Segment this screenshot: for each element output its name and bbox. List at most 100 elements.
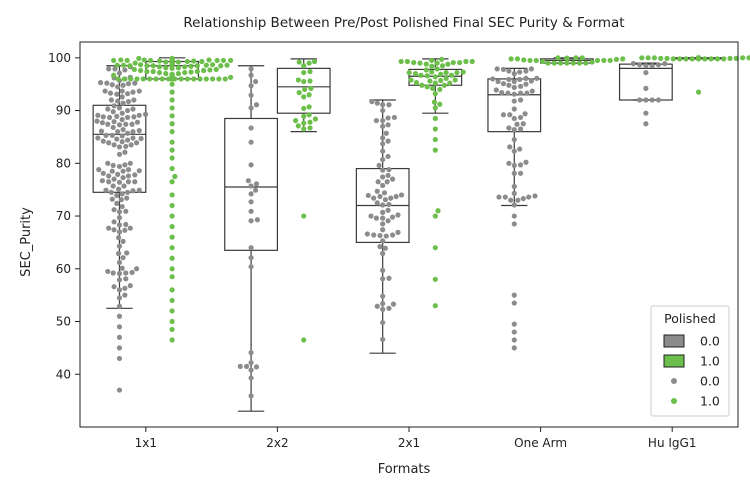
point-polished — [169, 97, 175, 103]
point-unpolished — [248, 255, 254, 261]
point-unpolished — [655, 97, 662, 103]
point-polished — [418, 72, 424, 78]
point-unpolished — [515, 197, 521, 203]
point-unpolished — [384, 179, 390, 185]
point-polished — [150, 68, 156, 75]
point-unpolished — [643, 110, 649, 116]
point-unpolished — [116, 295, 123, 301]
point-unpolished — [248, 264, 254, 270]
point-unpolished — [506, 82, 512, 88]
point-unpolished — [389, 232, 396, 238]
point-polished — [169, 81, 175, 87]
point-polished — [429, 63, 435, 69]
point-unpolished — [94, 118, 100, 124]
point-unpolished — [248, 183, 254, 189]
point-unpolished — [248, 105, 254, 111]
point-unpolished — [111, 142, 117, 148]
point-polished — [228, 57, 234, 64]
point-unpolished — [100, 170, 106, 176]
point-unpolished — [111, 284, 117, 290]
point-polished — [469, 58, 475, 65]
point-unpolished — [123, 270, 129, 276]
point-unpolished — [380, 202, 386, 208]
point-unpolished — [109, 196, 115, 202]
point-unpolished — [385, 207, 391, 213]
point-unpolished — [115, 235, 122, 241]
point-unpolished — [248, 375, 254, 381]
point-unpolished — [380, 117, 386, 124]
point-polished — [169, 308, 175, 314]
point-unpolished — [122, 67, 128, 73]
legend-entry-label: 1.0 — [700, 354, 720, 369]
point-polished — [147, 76, 153, 82]
point-polished — [206, 57, 212, 63]
point-unpolished — [662, 61, 668, 67]
point-unpolished — [108, 97, 114, 103]
point-polished — [144, 68, 150, 75]
point-unpolished — [104, 80, 110, 86]
point-unpolished — [374, 303, 380, 309]
point-polished — [438, 77, 444, 84]
point-unpolished — [105, 106, 111, 112]
point-unpolished — [383, 233, 389, 239]
point-unpolished — [106, 66, 112, 72]
point-unpolished — [106, 114, 113, 121]
point-polished — [128, 76, 134, 82]
point-unpolished — [98, 128, 105, 134]
point-polished — [131, 66, 137, 73]
point-polished — [172, 173, 178, 180]
point-polished — [136, 55, 142, 61]
point-unpolished — [390, 301, 397, 307]
point-polished — [432, 303, 438, 309]
point-polished — [175, 65, 182, 71]
point-unpolished — [373, 117, 379, 124]
point-unpolished — [248, 162, 254, 168]
point-unpolished — [655, 62, 662, 68]
point-polished — [140, 76, 146, 82]
point-unpolished — [95, 135, 101, 141]
point-unpolished — [109, 168, 115, 174]
point-unpolished — [106, 173, 112, 179]
point-unpolished — [100, 114, 106, 120]
point-unpolished — [115, 84, 121, 90]
point-polished — [306, 92, 312, 98]
point-unpolished — [125, 98, 132, 105]
point-polished — [118, 57, 124, 63]
point-polished — [213, 66, 219, 73]
point-unpolished — [119, 133, 125, 139]
point-unpolished — [119, 88, 125, 94]
point-unpolished — [517, 69, 523, 75]
point-unpolished — [133, 266, 140, 272]
point-unpolished — [517, 76, 523, 83]
point-unpolished — [500, 66, 507, 73]
point-unpolished — [395, 229, 401, 235]
x-tick-label: 1x1 — [135, 436, 157, 450]
point-polished — [613, 56, 620, 63]
point-unpolished — [132, 179, 138, 185]
point-unpolished — [129, 269, 135, 276]
point-unpolished — [380, 107, 386, 114]
point-unpolished — [253, 181, 260, 187]
point-polished — [295, 77, 301, 83]
point-unpolished — [119, 203, 125, 210]
point-unpolished — [534, 75, 540, 81]
point-unpolished — [116, 151, 123, 157]
point-unpolished — [116, 355, 123, 362]
point-polished — [169, 274, 175, 280]
point-unpolished — [134, 119, 141, 125]
point-unpolished — [125, 173, 132, 179]
y-axis-label: SEC_Purity — [19, 207, 34, 277]
y-tick-label: 90 — [56, 104, 71, 118]
point-unpolished — [116, 259, 123, 266]
point-unpolished — [500, 112, 507, 118]
point-polished — [175, 71, 182, 77]
point-unpolished — [109, 82, 115, 88]
point-polished — [163, 65, 169, 71]
point-polished — [144, 63, 150, 69]
point-unpolished — [124, 114, 131, 121]
point-polished — [222, 76, 228, 82]
point-unpolished — [493, 87, 499, 93]
point-unpolished — [511, 337, 517, 343]
point-polished — [114, 62, 120, 68]
point-unpolished — [511, 136, 517, 143]
